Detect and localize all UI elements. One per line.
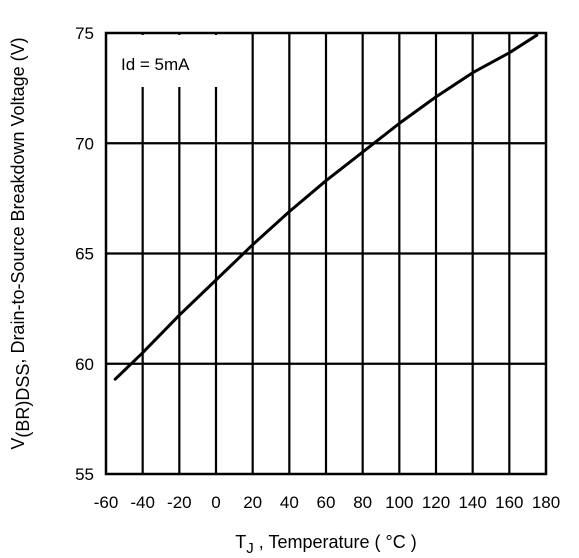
x-tick-label: 60 [317,493,336,512]
x-tick-label: 80 [353,493,372,512]
x-tick-label: 0 [211,493,220,512]
series-layer [113,33,539,381]
x-axis-label-subscript: J [246,540,254,557]
y-tick-label: 70 [75,134,94,153]
y-axis-label-rest: , Drain-to-Source Breakdown Voltage (V) [8,37,28,363]
plot-frame [104,31,548,476]
x-tick-label: 120 [422,493,450,512]
annotation-group: Id = 5mA [108,35,222,87]
x-axis-label: TJ , Temperature ( °C ) [235,532,416,557]
y-tick-label: 65 [75,245,94,264]
x-axis-label-rest: , Temperature ( °C ) [254,532,417,552]
x-tick-labels: -60 -40 -20 0 20 40 60 80 100 120 140 160 180 [94,493,560,512]
annotation-box [108,35,222,87]
y-tick-label: 60 [75,355,94,374]
x-tick-label: 140 [458,493,486,512]
x-axis-label-main: T [235,532,246,552]
annotation-text: Id = 5mA [121,55,190,74]
x-tick-label: -20 [167,493,192,512]
series-line [113,33,539,381]
y-axis-label-subscript: (BR)DSS [13,364,33,438]
x-tick-label: 40 [280,493,299,512]
x-tick-label: -60 [94,493,119,512]
y-tick-label: 55 [75,465,94,484]
y-axis-label-main: V [8,438,28,450]
y-axis-label: V(BR)DSS, Drain-to-Source Breakdown Volt… [8,37,33,449]
grid-lines [106,33,546,474]
y-tick-labels: 55 60 65 70 75 [75,24,94,484]
x-tick-label: -40 [130,493,155,512]
y-tick-label: 75 [75,24,94,43]
x-tick-label: 20 [243,493,262,512]
x-tick-label: 100 [385,493,413,512]
x-tick-label: 160 [495,493,523,512]
x-tick-label: 180 [532,493,560,512]
